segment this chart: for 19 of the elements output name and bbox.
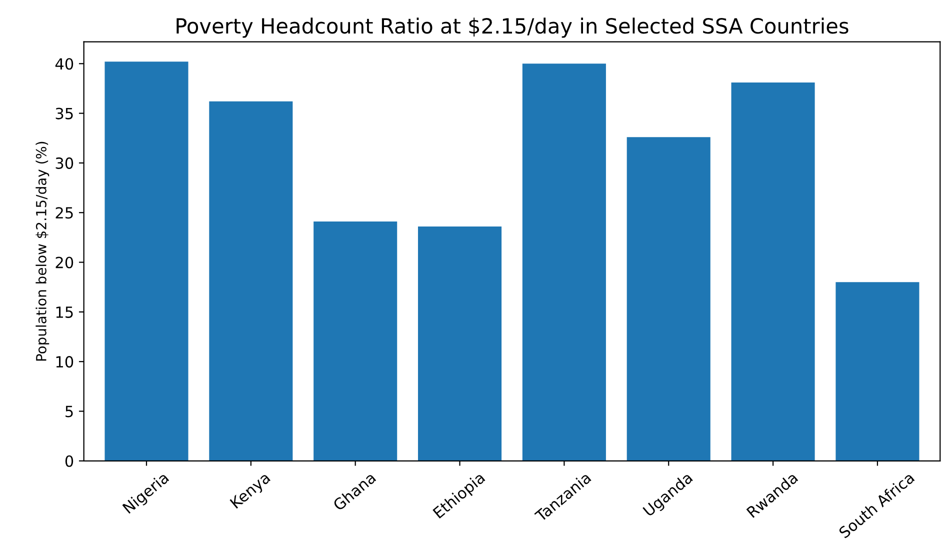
y-tick-label: 35 — [56, 108, 73, 120]
bar — [626, 137, 710, 461]
chart-title: Poverty Headcount Ratio at $2.15/day in Selected SSA Countries — [176, 18, 848, 38]
y-tick-label: 5 — [66, 406, 73, 418]
bar — [836, 282, 920, 461]
bar — [418, 226, 502, 461]
y-tick-label: 15 — [56, 306, 73, 318]
bar — [104, 62, 188, 461]
y-tick-label: 30 — [56, 157, 74, 169]
y-tick-label: 10 — [56, 356, 74, 368]
y-axis-title: Population below $2.15/day (%) — [36, 142, 50, 361]
y-tick-label: 40 — [55, 58, 74, 70]
bar — [314, 222, 398, 461]
bar — [209, 101, 293, 461]
y-tick-label: 25 — [56, 207, 73, 219]
bar — [731, 82, 815, 461]
bar — [522, 64, 606, 461]
y-tick-label: 20 — [56, 256, 74, 268]
y-tick-label: 0 — [65, 455, 74, 467]
